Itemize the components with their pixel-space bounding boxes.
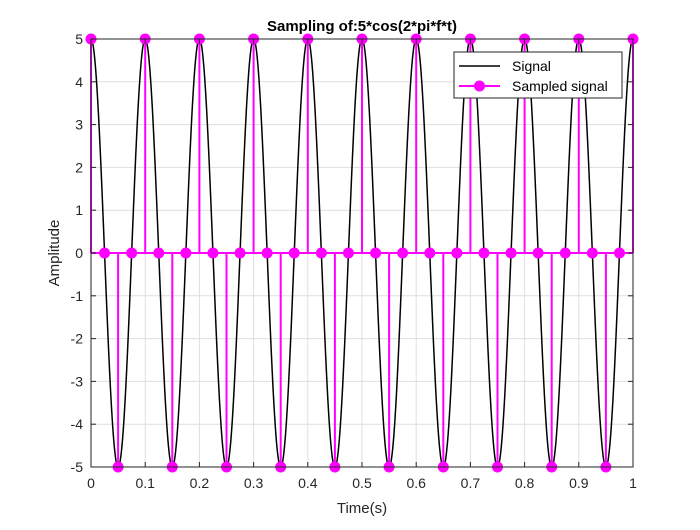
sample-marker [180,247,192,259]
sample-marker [397,247,409,259]
sample-marker [288,247,300,259]
sample-marker [451,247,463,259]
x-tick-label: 0.8 [515,475,535,491]
sample-marker [315,247,327,259]
sample-marker [478,247,490,259]
x-tick-label: 0.3 [244,475,264,491]
y-tick-label: 4 [75,74,83,90]
x-tick-label: 0 [87,475,95,491]
y-tick-label: 1 [75,202,83,218]
y-tick-label: 2 [75,159,83,175]
sample-marker [586,247,598,259]
x-tick-label: 0.4 [298,475,318,491]
sample-marker [532,247,544,259]
legend: Signal Sampled signal [453,51,623,99]
sample-marker [261,247,273,259]
x-tick-label: 0.1 [135,475,155,491]
x-tick-label: 1 [629,475,637,491]
chart-title: Sampling of:5*cos(2*pi*f*t) [267,18,457,35]
tick-labels: 0 0.1 0.2 0.3 0.4 0.5 0.6 0.7 0.8 0.9 1 -5 -4 -3 -2 -1 0… [71,31,638,491]
sample-marker [99,247,111,259]
sample-marker [613,247,625,259]
y-tick-label: -2 [71,331,84,347]
sample-marker [342,247,354,259]
x-axis-label: Time(s) [337,500,387,517]
x-tick-label: 0.7 [461,475,481,491]
y-tick-label: -1 [71,288,84,304]
y-tick-label: -3 [71,373,84,389]
sample-marker [559,247,571,259]
sample-marker [207,247,219,259]
x-tick-label: 0.6 [406,475,426,491]
x-tick-label: 0.5 [352,475,372,491]
x-tick-label: 0.2 [190,475,210,491]
sample-marker [505,247,517,259]
sample-marker [370,247,382,259]
y-tick-label: 3 [75,117,83,133]
sample-marker [424,247,436,259]
ticks [90,38,634,468]
legend-sampled-label: Sampled signal [512,78,608,94]
y-tick-label: -5 [71,459,84,475]
legend-sampled-marker [474,80,485,92]
y-tick-label: 0 [75,245,83,261]
x-tick-label: 0.9 [569,475,589,491]
y-tick-label: 5 [75,31,83,47]
sample-marker [153,247,165,259]
y-tick-label: -4 [71,416,84,432]
legend-signal-label: Signal [512,58,551,74]
sample-marker [126,247,138,259]
y-axis-label: Amplitude [46,220,63,287]
sample-marker [234,247,246,259]
